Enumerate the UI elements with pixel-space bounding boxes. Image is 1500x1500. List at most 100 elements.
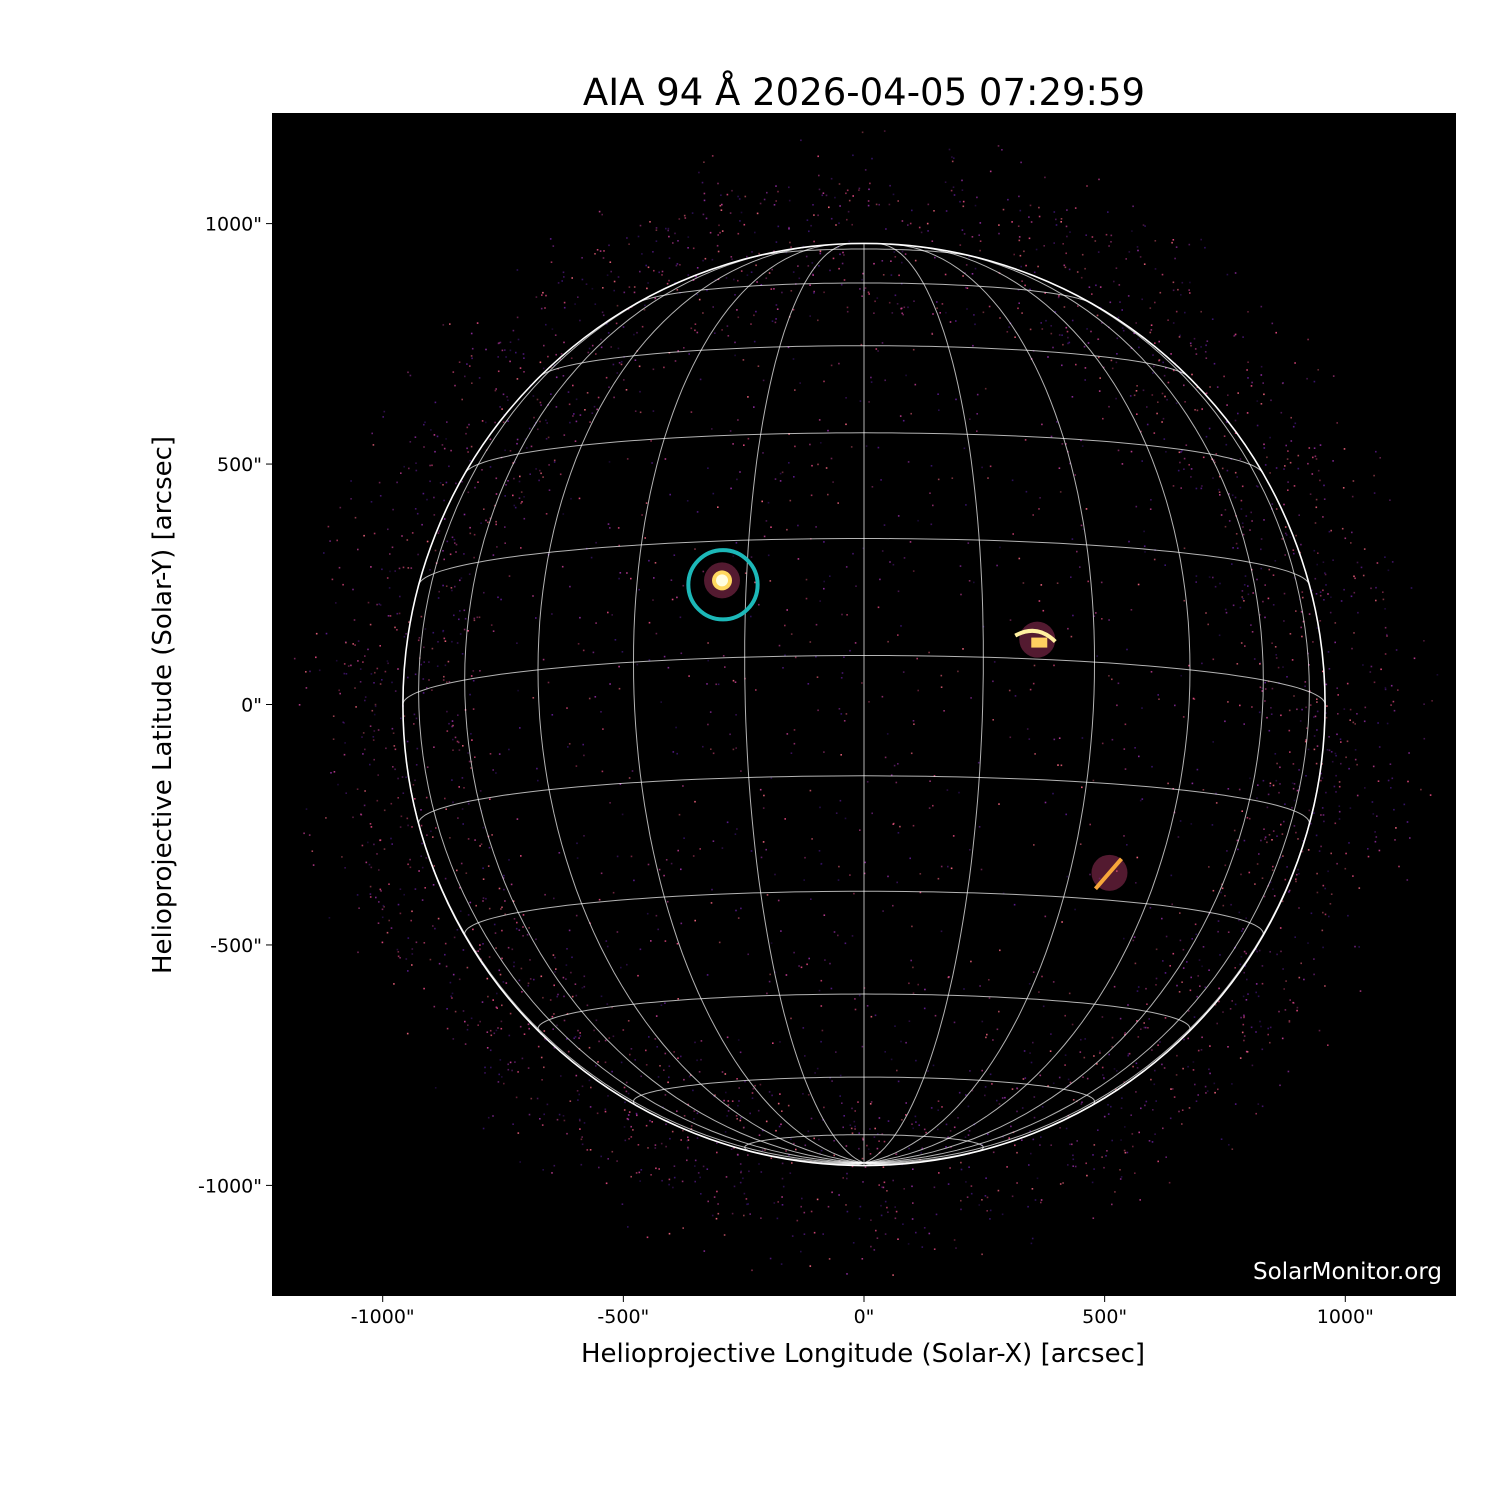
speckle bbox=[1124, 1032, 1126, 1034]
speckle bbox=[1296, 1009, 1298, 1012]
speckle bbox=[985, 1036, 987, 1039]
speckle bbox=[496, 992, 498, 995]
speckle bbox=[1146, 1003, 1148, 1005]
speckle bbox=[445, 965, 448, 968]
speckle bbox=[459, 886, 461, 889]
speckle bbox=[1109, 301, 1112, 304]
speckle bbox=[338, 689, 340, 692]
speckle bbox=[509, 1012, 512, 1015]
speckle bbox=[456, 929, 459, 931]
speckle bbox=[1322, 884, 1325, 887]
speckle bbox=[1326, 749, 1329, 751]
speckle bbox=[568, 929, 571, 932]
speckle bbox=[1313, 735, 1316, 737]
speckle bbox=[865, 445, 868, 447]
speckle bbox=[1144, 225, 1146, 227]
speckle bbox=[640, 1075, 642, 1078]
speckle bbox=[599, 250, 602, 252]
speckle bbox=[1197, 975, 1199, 977]
speckle bbox=[688, 1075, 691, 1078]
speckle bbox=[966, 287, 969, 289]
speckle bbox=[854, 998, 856, 1000]
speckle bbox=[495, 1029, 498, 1032]
speckle bbox=[1093, 1144, 1096, 1146]
speckle bbox=[1163, 374, 1166, 377]
speckle bbox=[1054, 311, 1057, 313]
speckle bbox=[752, 1087, 755, 1090]
speckle bbox=[888, 301, 891, 304]
speckle bbox=[566, 707, 568, 709]
speckle bbox=[687, 247, 689, 249]
speckle bbox=[820, 979, 823, 982]
speckle bbox=[545, 419, 547, 422]
speckle bbox=[481, 469, 483, 471]
speckle bbox=[818, 1138, 820, 1141]
speckle bbox=[504, 900, 506, 902]
speckle bbox=[577, 296, 579, 298]
speckle bbox=[819, 250, 822, 253]
speckle bbox=[680, 652, 683, 655]
speckle bbox=[1151, 394, 1154, 396]
speckle bbox=[1320, 845, 1322, 848]
chart-title: AIA 94 Å 2026-04-05 07:29:59 bbox=[583, 70, 1145, 114]
speckle bbox=[1135, 322, 1137, 324]
speckle bbox=[1172, 485, 1175, 487]
speckle bbox=[848, 199, 851, 202]
speckle bbox=[1196, 768, 1199, 771]
speckle bbox=[521, 501, 523, 503]
speckle bbox=[987, 1133, 989, 1136]
speckle bbox=[663, 1069, 665, 1071]
speckle bbox=[1218, 987, 1220, 990]
speckle bbox=[1241, 485, 1244, 488]
speckle bbox=[694, 800, 696, 803]
speckle bbox=[364, 699, 366, 702]
speckle bbox=[430, 830, 432, 833]
speckle bbox=[1380, 668, 1382, 671]
speckle bbox=[1341, 527, 1344, 530]
speckle bbox=[1200, 310, 1202, 313]
speckle bbox=[933, 1248, 936, 1250]
speckle bbox=[1326, 705, 1328, 707]
speckle bbox=[1214, 1003, 1217, 1006]
speckle bbox=[851, 1107, 853, 1110]
speckle bbox=[1147, 1027, 1149, 1029]
speckle bbox=[379, 645, 381, 647]
speckle bbox=[1282, 855, 1284, 857]
speckle bbox=[1028, 1164, 1030, 1166]
speckle bbox=[1042, 1005, 1045, 1008]
speckle bbox=[1346, 740, 1349, 743]
speckle bbox=[704, 257, 707, 260]
speckle bbox=[927, 230, 929, 232]
speckle bbox=[1328, 915, 1330, 918]
speckle bbox=[720, 209, 723, 211]
speckle bbox=[1038, 508, 1040, 510]
speckle bbox=[1119, 1017, 1122, 1020]
speckle bbox=[357, 640, 360, 642]
speckle bbox=[576, 842, 578, 845]
speckle bbox=[1255, 983, 1258, 985]
speckle bbox=[751, 1097, 754, 1099]
speckle bbox=[1038, 206, 1040, 209]
speckle bbox=[378, 901, 380, 903]
speckle bbox=[400, 717, 402, 720]
speckle bbox=[1319, 591, 1322, 593]
speckle bbox=[432, 925, 434, 927]
speckle bbox=[443, 447, 446, 450]
speckle bbox=[1286, 458, 1289, 460]
speckle bbox=[1157, 1044, 1159, 1046]
speckle bbox=[860, 343, 863, 346]
speckle bbox=[516, 818, 519, 820]
speckle bbox=[746, 274, 749, 276]
speckle bbox=[1181, 1109, 1184, 1111]
speckle bbox=[540, 975, 543, 978]
speckle bbox=[372, 739, 375, 741]
speckle bbox=[721, 230, 724, 232]
speckle bbox=[830, 217, 833, 220]
speckle bbox=[948, 148, 951, 151]
speckle bbox=[718, 224, 720, 227]
speckle bbox=[1127, 1053, 1130, 1055]
speckle bbox=[924, 988, 926, 991]
speckle bbox=[415, 941, 418, 944]
speckle bbox=[579, 1032, 581, 1034]
speckle bbox=[490, 624, 493, 626]
